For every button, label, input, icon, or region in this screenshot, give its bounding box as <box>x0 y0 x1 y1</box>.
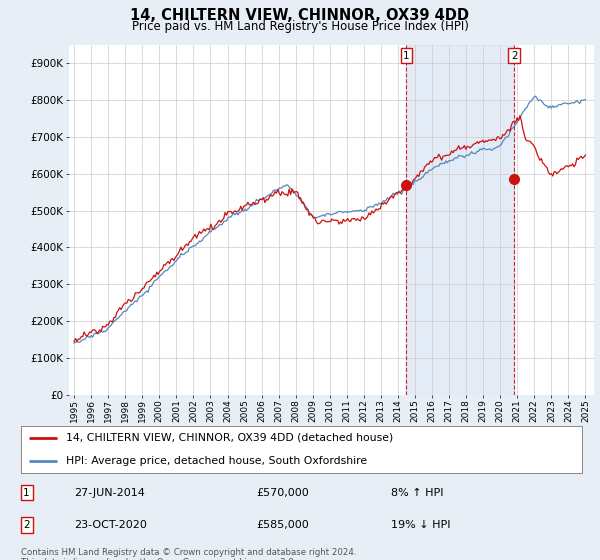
Text: 2: 2 <box>511 51 518 61</box>
Text: Price paid vs. HM Land Registry's House Price Index (HPI): Price paid vs. HM Land Registry's House … <box>131 20 469 32</box>
Text: 27-JUN-2014: 27-JUN-2014 <box>74 488 145 498</box>
Text: 2: 2 <box>23 520 30 530</box>
Text: £585,000: £585,000 <box>257 520 310 530</box>
Bar <box>406 45 514 395</box>
Text: 19% ↓ HPI: 19% ↓ HPI <box>391 520 451 530</box>
Text: Contains HM Land Registry data © Crown copyright and database right 2024.
This d: Contains HM Land Registry data © Crown c… <box>21 548 356 560</box>
Text: £570,000: £570,000 <box>257 488 310 498</box>
Text: HPI: Average price, detached house, South Oxfordshire: HPI: Average price, detached house, Sout… <box>66 456 367 466</box>
Text: 1: 1 <box>23 488 30 498</box>
Text: 23-OCT-2020: 23-OCT-2020 <box>74 520 147 530</box>
Text: 8% ↑ HPI: 8% ↑ HPI <box>391 488 444 498</box>
Text: 1: 1 <box>403 51 410 61</box>
Text: 14, CHILTERN VIEW, CHINNOR, OX39 4DD: 14, CHILTERN VIEW, CHINNOR, OX39 4DD <box>131 8 470 24</box>
Text: 14, CHILTERN VIEW, CHINNOR, OX39 4DD (detached house): 14, CHILTERN VIEW, CHINNOR, OX39 4DD (de… <box>66 433 393 443</box>
